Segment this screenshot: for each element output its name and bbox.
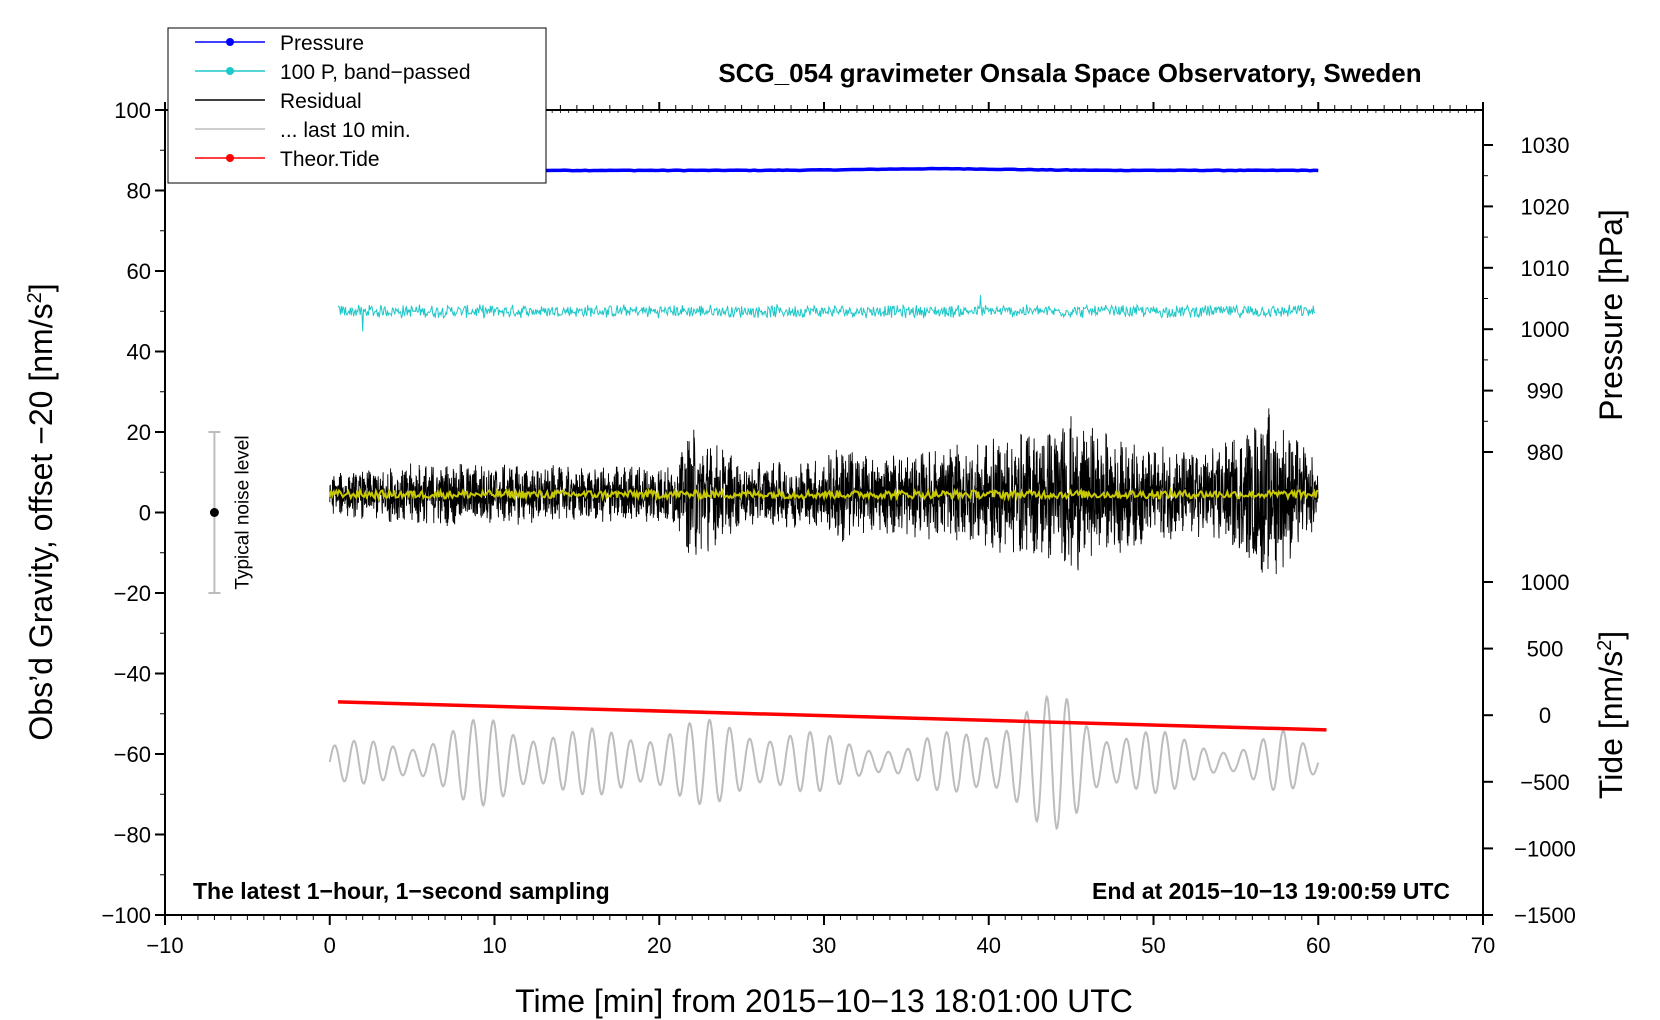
- legend-label: Residual: [280, 90, 362, 113]
- series-theor-tide: [337, 700, 1327, 732]
- annotation-end-time: End at 2015−10−13 19:00:59 UTC: [1092, 878, 1450, 904]
- y-left-tick-label: −20: [114, 581, 151, 606]
- x-tick-label: 0: [324, 933, 336, 958]
- noise-level-indicator: Typical noise level: [208, 431, 253, 594]
- legend-label: Pressure: [280, 32, 364, 55]
- pressure-tick-label: 980: [1527, 440, 1564, 465]
- annotation-sampling: The latest 1−hour, 1−second sampling: [193, 878, 610, 904]
- series-last-10-min: [328, 694, 1320, 831]
- y-axis-title-left-sup: 2: [24, 292, 46, 303]
- y-axis-title-tide: Tide [nm/s2]: [1593, 631, 1629, 799]
- x-tick-label: −10: [146, 933, 183, 958]
- y-axis-title-pressure: Pressure [hPa]: [1593, 209, 1629, 421]
- pressure-tick-label: 1030: [1521, 133, 1570, 158]
- x-axis-title: Time [min] from 2015−10−13 18:01:00 UTC: [515, 983, 1133, 1019]
- y-axis-title-tide-sup: 2: [1594, 640, 1616, 651]
- pressure-tick-label: 1000: [1521, 317, 1570, 342]
- x-tick-label: 60: [1306, 933, 1330, 958]
- legend-label: Theor.Tide: [280, 148, 380, 171]
- y-left-tick-label: 0: [139, 501, 151, 526]
- noise-level-label: Typical noise level: [232, 435, 253, 589]
- legend-marker: [226, 154, 234, 162]
- x-tick-label: 10: [482, 933, 506, 958]
- x-tick-label: 40: [977, 933, 1001, 958]
- y-axis-title-left: Obs’d Gravity, offset −20 [nm/s2]: [23, 283, 59, 740]
- pressure-tick-label: 990: [1527, 379, 1564, 404]
- legend-label: 100 P, band−passed: [280, 61, 471, 84]
- tide-tick-label: −1500: [1514, 903, 1576, 928]
- x-tick-label: 20: [647, 933, 671, 958]
- tide-tick-label: −500: [1520, 770, 1570, 795]
- chart-title: SCG_054 gravimeter Onsala Space Observat…: [718, 58, 1421, 88]
- x-tick-label: 30: [812, 933, 836, 958]
- y-left-tick-label: 80: [127, 179, 151, 204]
- pressure-tick-label: 1010: [1521, 256, 1570, 281]
- ticks-layer: −10 0 10 20 30 40 50 60 70−100−80−60−40−20020406…: [101, 98, 1575, 958]
- y-left-tick-label: 60: [127, 259, 151, 284]
- y-left-tick-label: −100: [101, 903, 151, 928]
- y-axis-title-left-close: ]: [23, 283, 59, 292]
- x-tick-label: 50: [1141, 933, 1165, 958]
- y-left-tick-label: −80: [114, 823, 151, 848]
- series-band-passed: [337, 295, 1316, 332]
- noise-center-dot: [209, 508, 219, 517]
- tide-tick-label: 1000: [1521, 570, 1570, 595]
- y-left-tick-label: 40: [127, 340, 151, 365]
- legend: Pressure 100 P, band−passed Residual ... la…: [167, 27, 547, 184]
- legend-label: ... last 10 min.: [280, 119, 411, 142]
- y-axis-title-tide-close: ]: [1593, 631, 1629, 640]
- tide-tick-label: −1000: [1514, 836, 1576, 861]
- y-axis-title-tide-text: Tide [nm/s: [1593, 651, 1629, 799]
- tide-tick-label: 0: [1539, 703, 1551, 728]
- x-tick-label: 70: [1471, 933, 1495, 958]
- legend-marker: [226, 38, 234, 46]
- pressure-tick-label: 1020: [1521, 194, 1570, 219]
- y-left-tick-label: 20: [127, 420, 151, 445]
- y-axis-title-left-text: Obs’d Gravity, offset −20 [nm/s: [23, 303, 59, 740]
- series-residual-smoothed: [328, 486, 1319, 502]
- legend-marker: [226, 67, 234, 75]
- y-left-tick-label: −60: [114, 742, 151, 767]
- tide-tick-label: 500: [1527, 637, 1564, 662]
- y-left-tick-label: 100: [114, 98, 151, 123]
- y-left-tick-label: −40: [114, 662, 151, 687]
